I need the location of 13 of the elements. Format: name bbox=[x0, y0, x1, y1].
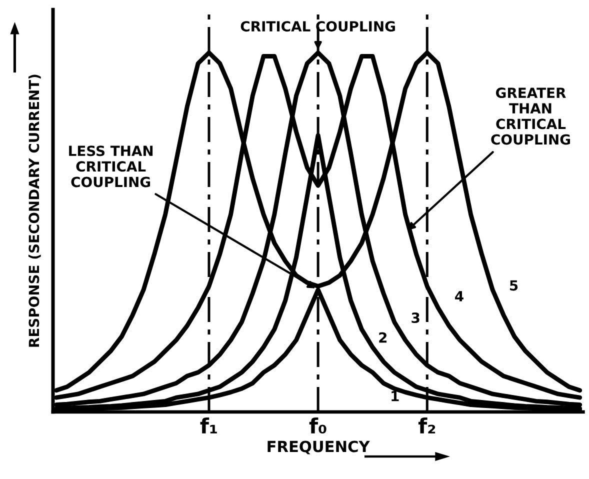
y-axis-title: RESPONSE (SECONDARY CURRENT) bbox=[28, 74, 41, 347]
series-label: 2 bbox=[379, 332, 387, 343]
series-label: 1 bbox=[392, 391, 399, 402]
series-label: 3 bbox=[412, 312, 420, 324]
series-label: 5 bbox=[510, 280, 518, 291]
x-axis-title: FREQUENCY bbox=[268, 440, 370, 454]
series-label: 4 bbox=[455, 291, 464, 302]
x-tick-label: f₁ bbox=[200, 417, 217, 434]
annotation: GREATER THAN CRITICAL COUPLING bbox=[491, 88, 570, 145]
x-tick-label: f₂ bbox=[418, 417, 436, 434]
x-tick-label: f₀ bbox=[309, 417, 326, 434]
annotation: LESS THAN CRITICAL COUPLING bbox=[69, 146, 153, 188]
annotation: CRITICAL COUPLING bbox=[240, 21, 395, 32]
